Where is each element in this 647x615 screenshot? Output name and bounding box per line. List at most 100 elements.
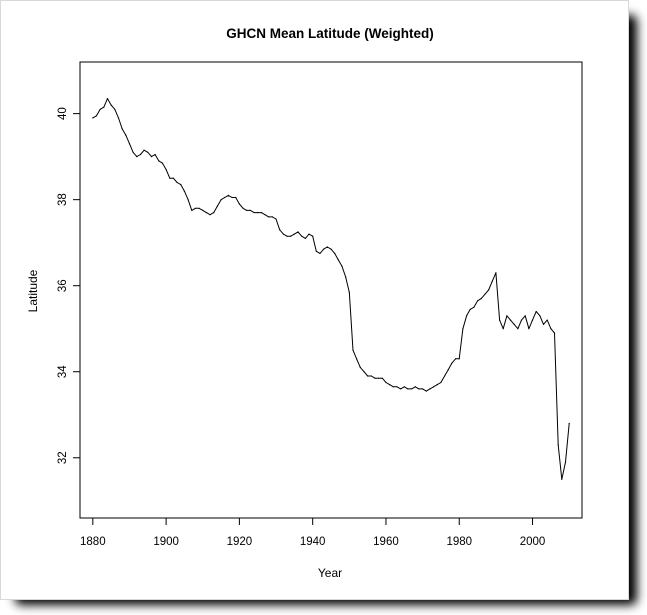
data-point: [546, 319, 548, 321]
data-point: [502, 328, 504, 330]
data-point: [396, 386, 398, 388]
data-point: [246, 209, 248, 211]
data-point: [180, 184, 182, 186]
data-point: [334, 252, 336, 254]
chart-card: [0, 0, 629, 600]
data-point: [161, 162, 163, 164]
data-point: [425, 390, 427, 392]
data-point: [553, 332, 556, 334]
data-point: [282, 233, 284, 235]
data-point: [374, 377, 376, 379]
data-point: [147, 151, 149, 153]
data-point: [290, 235, 292, 237]
data-point: [488, 289, 490, 291]
data-point: [128, 143, 131, 145]
data-point: [205, 212, 207, 214]
data-point: [238, 203, 240, 205]
data-point: [466, 315, 468, 317]
data-point: [433, 386, 435, 388]
data-point: [444, 375, 446, 377]
data-point: [330, 248, 332, 250]
data-point: [121, 128, 123, 130]
data-point: [242, 207, 244, 209]
data-point: [484, 293, 486, 295]
data-point: [524, 315, 526, 317]
data-point: [356, 358, 358, 360]
data-point: [337, 259, 339, 261]
data-point: [132, 151, 134, 153]
data-point: [400, 388, 402, 390]
data-point: [520, 319, 523, 321]
data-point: [194, 207, 196, 209]
data-point: [304, 237, 306, 239]
data-point: [172, 177, 174, 179]
data-point: [125, 134, 127, 136]
x-tick-label: 2000: [520, 536, 546, 548]
y-tick-label: 32: [57, 451, 69, 464]
data-point: [528, 328, 530, 330]
data-point: [389, 384, 391, 386]
data-point: [213, 212, 215, 214]
data-point: [165, 168, 167, 171]
data-point: [198, 207, 200, 209]
data-point: [319, 252, 321, 254]
plot-frame: [79, 61, 583, 519]
data-point: [550, 328, 552, 330]
data-point: [117, 117, 120, 119]
data-point: [568, 422, 570, 424]
data-point: [297, 231, 299, 233]
data-point: [308, 233, 310, 235]
x-axis-label: Year: [318, 566, 342, 580]
data-point: [315, 250, 317, 252]
data-point: [158, 160, 160, 162]
data-point: [458, 358, 460, 360]
data-point: [264, 214, 266, 216]
data-point: [436, 384, 438, 386]
data-point: [110, 104, 112, 106]
data-point: [513, 323, 515, 325]
data-point: [411, 388, 413, 390]
y-tick-label: 40: [57, 107, 69, 120]
data-point: [440, 381, 442, 384]
x-tick-label: 1940: [300, 536, 326, 548]
data-point: [462, 328, 464, 330]
data-point: [202, 209, 204, 211]
data-point: [455, 358, 457, 360]
data-point: [367, 375, 369, 377]
data-point: [429, 388, 431, 390]
data-point: [480, 298, 482, 300]
x-tick-label: 1960: [373, 536, 399, 548]
y-axis: 32 34 36 38 40: [57, 107, 80, 464]
data-point: [451, 362, 453, 364]
data-point: [99, 108, 101, 110]
x-tick-label: 1880: [80, 536, 106, 548]
data-point: [95, 115, 98, 117]
data-point: [253, 212, 255, 214]
data-point: [176, 181, 178, 184]
data-point: [407, 388, 409, 390]
data-point: [143, 149, 145, 151]
data-point: [385, 381, 387, 384]
data-point: [326, 246, 328, 248]
data-point: [447, 369, 449, 371]
data-point: [352, 349, 354, 351]
data-point: [495, 272, 497, 274]
y-tick-label: 36: [57, 279, 69, 292]
data-point: [509, 319, 512, 321]
data-point: [301, 235, 303, 237]
data-point: [539, 315, 541, 317]
data-point: [517, 328, 519, 330]
x-tick-label: 1980: [446, 536, 472, 548]
data-point: [231, 196, 233, 199]
chart-title: GHCN Mean Latitude (Weighted): [226, 26, 434, 41]
latitude-series-line: [92, 98, 570, 480]
data-point: [275, 218, 277, 220]
data-point: [381, 377, 383, 379]
data-point: [260, 212, 262, 214]
data-point: [477, 300, 479, 302]
data-point: [216, 205, 218, 207]
data-point: [378, 377, 380, 379]
data-point: [561, 478, 563, 480]
data-point: [286, 235, 288, 237]
data-point: [220, 199, 222, 201]
